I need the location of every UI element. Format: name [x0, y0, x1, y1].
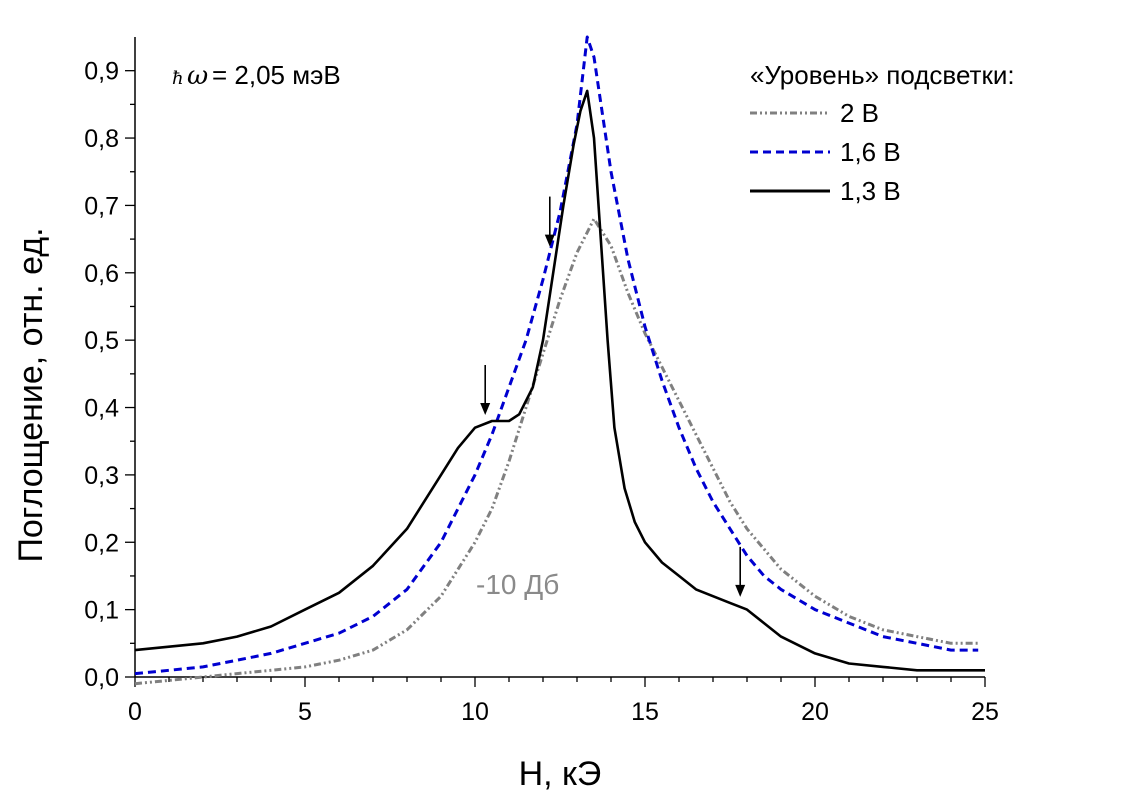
y-tick-label: 0,3 [84, 462, 119, 490]
x-tick-label: 5 [298, 698, 312, 726]
y-tick-label: 0,4 [84, 395, 119, 423]
legend-title: «Уровень» подсветки: [750, 60, 1015, 90]
y-tick-label: 0,9 [84, 58, 119, 86]
energy-label: = 2,05 мэВ [212, 60, 341, 90]
x-tick-label: 25 [971, 698, 999, 726]
y-tick-label: 0,5 [84, 327, 119, 355]
y-tick-label: 0,6 [84, 260, 119, 288]
y-tick-label: 0,0 [84, 664, 119, 692]
x-tick-label: 15 [631, 698, 659, 726]
y-axis-title: Поглощение, отн. ед. [12, 227, 50, 562]
marker-arrow-head [735, 584, 746, 597]
attenuation-label: -10 Дб [476, 569, 559, 600]
x-tick-label: 20 [801, 698, 829, 726]
y-tick-label: 0,7 [84, 192, 119, 220]
energy-annotation: ħ ω = 2,05 мэВ [172, 60, 341, 91]
plot-area [134, 37, 985, 678]
x-tick-label: 10 [461, 698, 489, 726]
series-line [134, 89, 985, 672]
x-tick-label: 0 [128, 698, 142, 726]
y-tick-label: 0,2 [84, 529, 119, 557]
legend-label: 2 В [840, 98, 879, 128]
x-axis-title: H, кЭ [519, 755, 602, 791]
arrow-layer [480, 196, 746, 597]
y-tick-label: 0,8 [84, 125, 119, 153]
legend-label: 1,3 В [840, 176, 901, 206]
legend-items: 2 В 1,6 В 1,3 В [750, 98, 901, 206]
series-line [134, 35, 979, 676]
y-axis: 0,0 0,1 0,2 0,3 0,4 0,5 0,6 0,7 0,8 0,9 [84, 58, 135, 692]
marker-arrow-head [544, 234, 555, 247]
omega-symbol: ω [187, 61, 208, 91]
x-axis: 0 5 10 15 20 25 [128, 677, 999, 726]
legend-label: 1,6 В [840, 137, 901, 167]
series-layer [134, 35, 985, 686]
hbar-symbol: ħ [172, 68, 184, 89]
series-line [134, 217, 979, 686]
y-tick-label: 0,1 [84, 597, 119, 625]
marker-arrow-head [480, 403, 491, 415]
legend: «Уровень» подсветки: 2 В 1,6 В 1,3 В [750, 60, 1015, 206]
